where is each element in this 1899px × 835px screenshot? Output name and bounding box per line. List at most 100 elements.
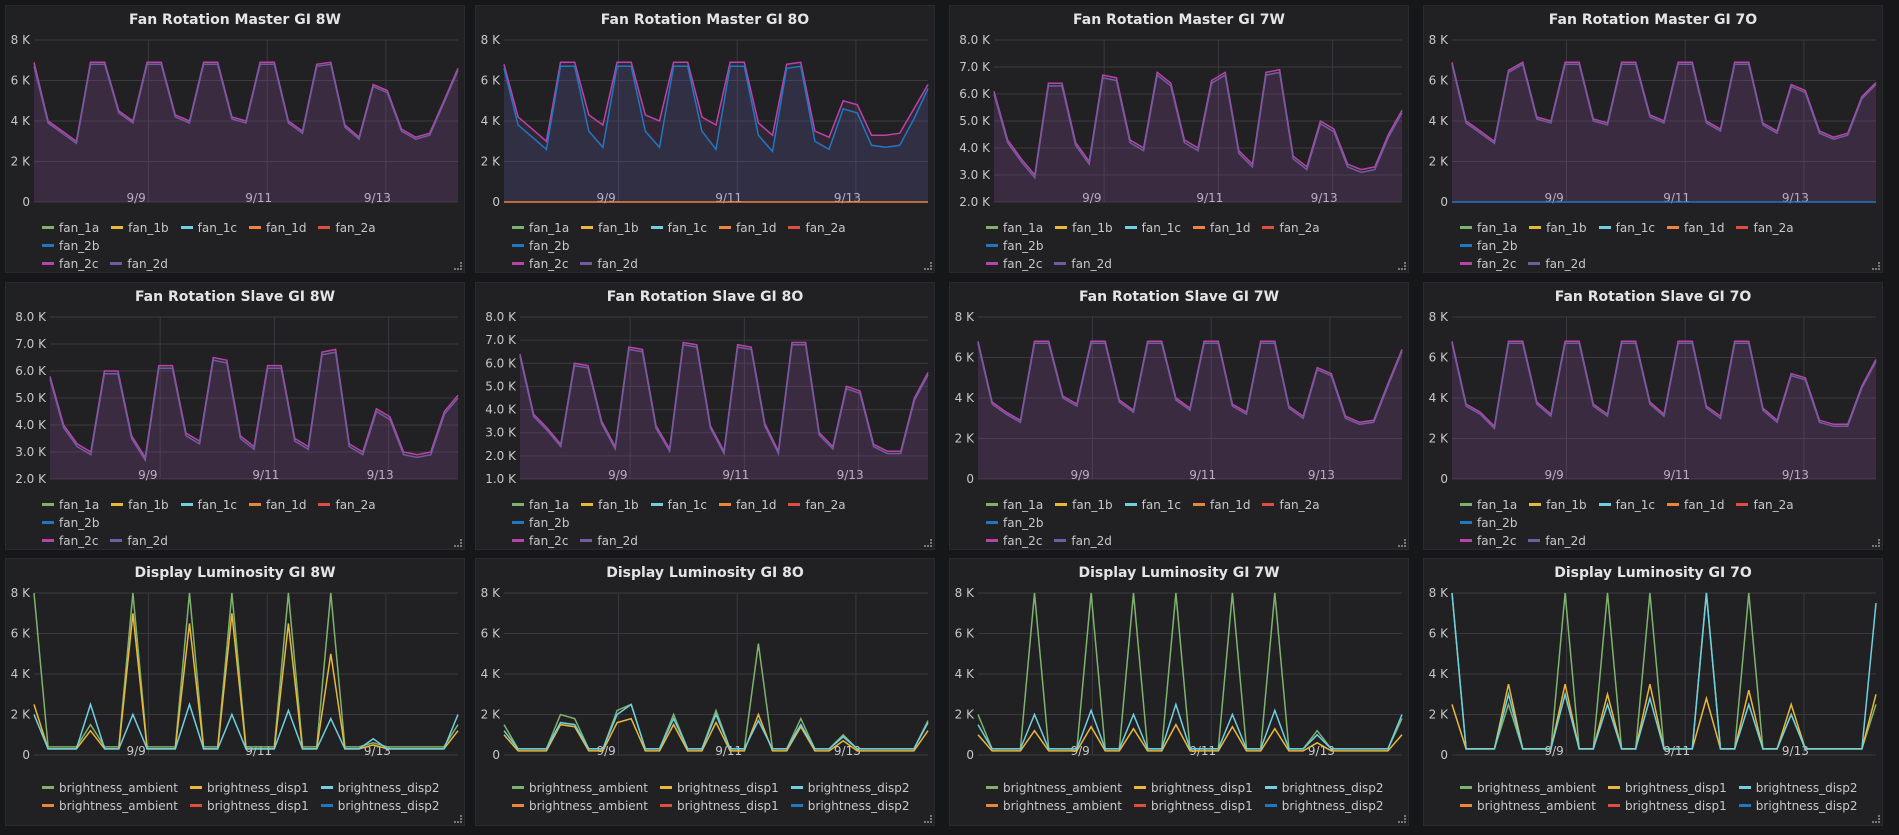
legend-item[interactable]: brightness_disp2: [320, 797, 440, 815]
legend-item[interactable]: brightness_ambient: [42, 797, 178, 815]
resize-handle-icon[interactable]: [1398, 815, 1406, 823]
legend-item[interactable]: fan_2a: [788, 219, 846, 237]
legend-item[interactable]: brightness_disp1: [660, 779, 779, 797]
legend-item[interactable]: fan_2c: [512, 532, 568, 550]
panel-title[interactable]: Fan Rotation Slave GI 8W: [134, 289, 336, 305]
graph-panel[interactable]: Display Luminosity GI 8W 0 2 K 4 K 6 K 8 K 9/9…: [5, 558, 465, 826]
legend-item[interactable]: fan_2c: [986, 532, 1042, 550]
legend-item[interactable]: fan_1b: [111, 496, 169, 514]
legend-item[interactable]: fan_2b: [1460, 237, 1517, 255]
legend-item[interactable]: fan_2a: [1262, 219, 1320, 237]
legend-item[interactable]: brightness_disp1: [190, 797, 309, 815]
graph-panel[interactable]: Fan Rotation Master GI 8W 0 2 K 4 K 6 K 8 K 9/…: [5, 5, 465, 273]
legend-item[interactable]: fan_2d: [1054, 255, 1112, 273]
legend-item[interactable]: fan_2a: [1736, 219, 1794, 237]
legend-item[interactable]: brightness_ambient: [512, 779, 648, 797]
legend-item[interactable]: fan_2a: [1736, 496, 1794, 514]
panel-title[interactable]: Fan Rotation Master GI 8O: [600, 12, 810, 28]
legend-item[interactable]: fan_1a: [1460, 219, 1517, 237]
legend-item[interactable]: fan_1c: [1124, 219, 1181, 237]
legend-item[interactable]: brightness_disp1: [1134, 779, 1253, 797]
legend-item[interactable]: fan_1d: [249, 496, 306, 514]
legend-item[interactable]: brightness_disp2: [1264, 779, 1384, 797]
panel-title[interactable]: Display Luminosity GI 8W: [134, 565, 336, 581]
panel-title[interactable]: Display Luminosity GI 7O: [1554, 565, 1752, 581]
legend-item[interactable]: fan_1d: [1667, 496, 1724, 514]
legend-item[interactable]: fan_1a: [512, 496, 569, 514]
panel-title[interactable]: Fan Rotation Master GI 7W: [1073, 12, 1285, 28]
legend-item[interactable]: fan_1c: [650, 219, 707, 237]
graph-panel[interactable]: Fan Rotation Slave GI 8O 1.0 K 2.0 K 3.0 K 4…: [475, 282, 935, 550]
graph-panel[interactable]: Display Luminosity GI 8O 0 2 K 4 K 6 K 8 K 9/9…: [475, 558, 935, 826]
panel-title[interactable]: Fan Rotation Slave GI 7O: [1554, 289, 1752, 305]
legend-item[interactable]: fan_2c: [1460, 532, 1516, 550]
legend-item[interactable]: fan_1b: [1055, 496, 1113, 514]
resize-handle-icon[interactable]: [454, 539, 462, 547]
legend-item[interactable]: fan_2a: [318, 219, 376, 237]
legend-item[interactable]: fan_1d: [719, 496, 776, 514]
legend-item[interactable]: fan_1a: [42, 219, 99, 237]
legend-item[interactable]: fan_2b: [986, 514, 1043, 532]
legend-item[interactable]: brightness_disp2: [1738, 779, 1858, 797]
legend-item[interactable]: fan_2d: [1528, 532, 1586, 550]
legend-item[interactable]: brightness_disp1: [1134, 797, 1253, 815]
graph-panel[interactable]: Display Luminosity GI 7W 0 2 K 4 K 6 K 8 K 9/9…: [949, 558, 1409, 826]
graph-panel[interactable]: Fan Rotation Slave GI 8W 2.0 K 3.0 K 4.0 K 5…: [5, 282, 465, 550]
legend-item[interactable]: fan_2d: [1528, 255, 1586, 273]
legend-item[interactable]: fan_2b: [42, 514, 99, 532]
legend-item[interactable]: fan_2c: [512, 255, 568, 273]
legend-item[interactable]: brightness_disp2: [320, 779, 440, 797]
legend-item[interactable]: fan_1d: [719, 219, 776, 237]
legend-item[interactable]: brightness_disp2: [790, 779, 910, 797]
resize-handle-icon[interactable]: [1872, 262, 1880, 270]
legend-item[interactable]: fan_2a: [788, 496, 846, 514]
legend-item[interactable]: brightness_ambient: [986, 797, 1122, 815]
legend-item[interactable]: fan_2c: [42, 532, 98, 550]
graph-panel[interactable]: Fan Rotation Slave GI 7W 0 2 K 4 K 6 K 8 K 9/9…: [949, 282, 1409, 550]
legend-item[interactable]: fan_1b: [581, 496, 639, 514]
legend-item[interactable]: fan_2b: [1460, 514, 1517, 532]
resize-handle-icon[interactable]: [924, 815, 932, 823]
legend-item[interactable]: fan_1b: [1529, 219, 1587, 237]
legend-item[interactable]: fan_1c: [1124, 496, 1181, 514]
legend-item[interactable]: brightness_ambient: [1460, 779, 1596, 797]
legend-item[interactable]: fan_1a: [986, 496, 1043, 514]
legend-item[interactable]: brightness_ambient: [42, 779, 178, 797]
legend-item[interactable]: fan_2d: [580, 532, 638, 550]
resize-handle-icon[interactable]: [454, 815, 462, 823]
legend-item[interactable]: brightness_disp1: [190, 779, 309, 797]
legend-item[interactable]: fan_1a: [42, 496, 99, 514]
legend-item[interactable]: brightness_disp1: [1608, 779, 1727, 797]
legend-item[interactable]: fan_1d: [1193, 219, 1250, 237]
panel-title[interactable]: Fan Rotation Slave GI 8O: [606, 289, 804, 305]
panel-title[interactable]: Display Luminosity GI 7W: [1078, 565, 1280, 581]
legend-item[interactable]: fan_1c: [1598, 496, 1655, 514]
panel-title[interactable]: Display Luminosity GI 8O: [606, 565, 804, 581]
legend-item[interactable]: fan_1b: [1529, 496, 1587, 514]
resize-handle-icon[interactable]: [924, 539, 932, 547]
legend-item[interactable]: fan_2c: [986, 255, 1042, 273]
graph-panel[interactable]: Fan Rotation Slave GI 7O 0 2 K 4 K 6 K 8 K 9/9…: [1423, 282, 1883, 550]
legend-item[interactable]: fan_1c: [180, 496, 237, 514]
legend-item[interactable]: fan_1c: [180, 219, 237, 237]
legend-item[interactable]: fan_2c: [1460, 255, 1516, 273]
legend-item[interactable]: fan_1c: [1598, 219, 1655, 237]
legend-item[interactable]: fan_2b: [512, 237, 569, 255]
legend-item[interactable]: brightness_disp2: [790, 797, 910, 815]
resize-handle-icon[interactable]: [1398, 539, 1406, 547]
legend-item[interactable]: fan_2a: [1262, 496, 1320, 514]
legend-item[interactable]: fan_1d: [249, 219, 306, 237]
panel-title[interactable]: Fan Rotation Slave GI 7W: [1078, 289, 1280, 305]
legend-item[interactable]: brightness_disp2: [1738, 797, 1858, 815]
resize-handle-icon[interactable]: [1398, 262, 1406, 270]
graph-panel[interactable]: Fan Rotation Master GI 7W 2.0 K 3.0 K 4.0 K…: [949, 5, 1409, 273]
legend-item[interactable]: fan_1a: [986, 219, 1043, 237]
legend-item[interactable]: fan_1b: [1055, 219, 1113, 237]
legend-item[interactable]: fan_2b: [986, 237, 1043, 255]
legend-item[interactable]: fan_2b: [42, 237, 99, 255]
panel-title[interactable]: Fan Rotation Master GI 7O: [1548, 12, 1758, 28]
resize-handle-icon[interactable]: [454, 262, 462, 270]
legend-item[interactable]: brightness_ambient: [1460, 797, 1596, 815]
legend-item[interactable]: fan_1d: [1193, 496, 1250, 514]
